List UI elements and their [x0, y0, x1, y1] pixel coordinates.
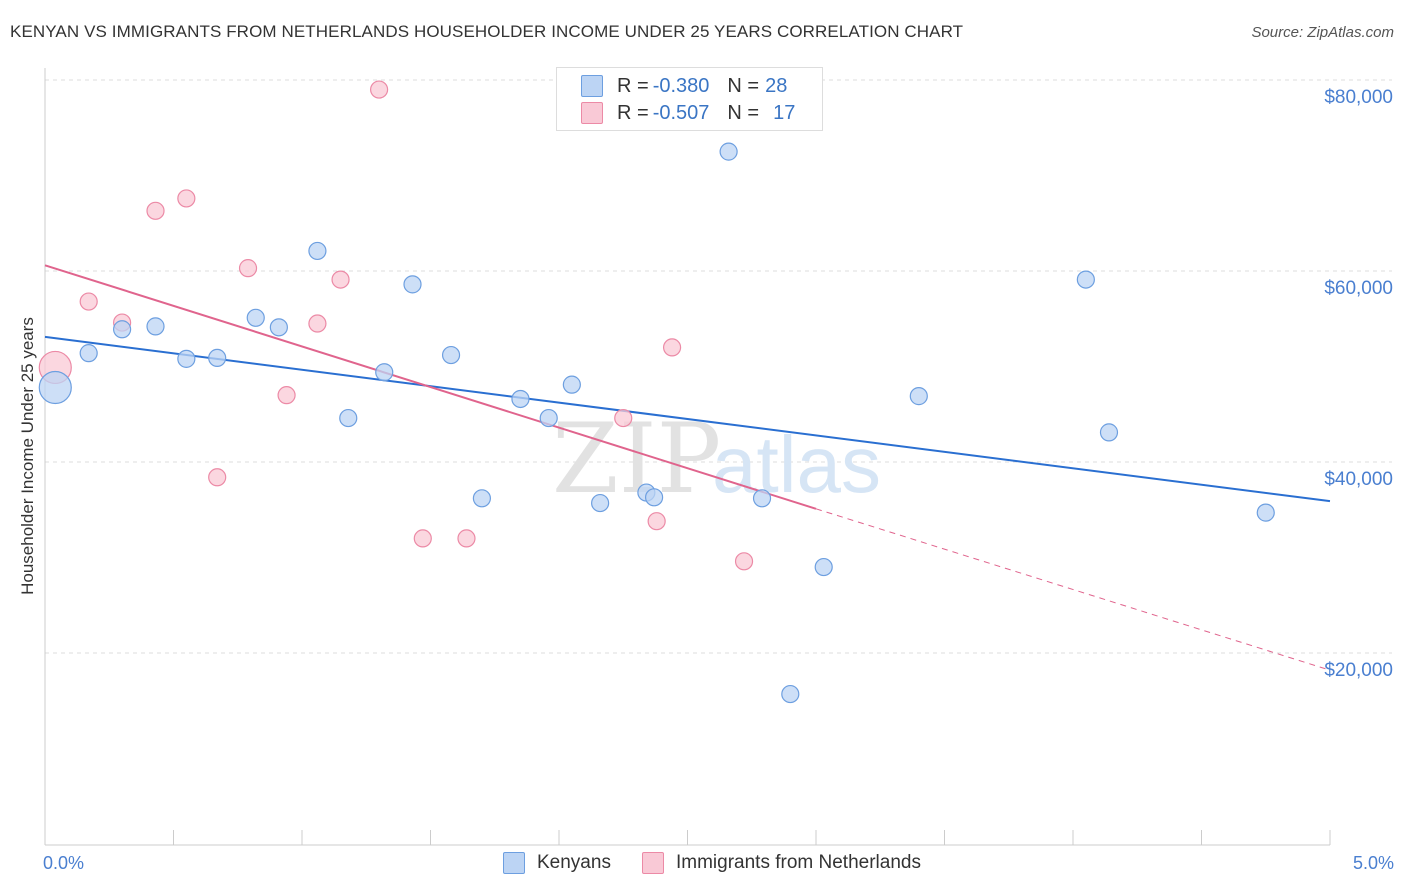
y-tick-label: $40,000 — [1324, 469, 1393, 490]
watermark: ZIP atlas — [552, 403, 881, 515]
point-kenyans — [403, 275, 422, 294]
point-kenyans — [781, 684, 800, 704]
legend-r-value: -0.380 — [652, 74, 710, 97]
y-axis-title: Householder Income Under 25 years — [18, 317, 37, 595]
bottom-legend-label-netherlands: Immigrants from Netherlands — [676, 852, 921, 873]
point-kenyans — [38, 370, 72, 405]
chart-title: KENYAN VS IMMIGRANTS FROM NETHERLANDS HO… — [10, 22, 964, 41]
point-kenyans — [814, 557, 833, 577]
point-netherlands — [370, 80, 389, 99]
point-kenyans — [644, 488, 664, 507]
trend-lines — [44, 264, 1331, 671]
legend-n-label: N = — [727, 74, 760, 97]
bottom-legend-swatch-netherlands — [642, 852, 664, 874]
bottom-legend-netherlands: Immigrants from Netherlands — [642, 852, 921, 874]
axis-labels: $20,000 $40,000 $60,000 $80,000 0.0% 5.0% Hous… — [18, 87, 1394, 873]
point-kenyans — [539, 408, 558, 428]
point-kenyans — [591, 493, 610, 513]
point-kenyans — [562, 375, 581, 394]
point-kenyans — [112, 320, 132, 339]
point-kenyans — [146, 317, 165, 336]
point-netherlands — [146, 201, 165, 220]
point-netherlands — [177, 189, 196, 208]
correlation-legend: R = -0.380 N = 28 R = -0.507 N = 17 — [556, 67, 823, 131]
legend-r-label: R = — [617, 101, 649, 124]
point-kenyans — [1076, 270, 1095, 289]
point-netherlands — [238, 259, 258, 278]
point-kenyans — [719, 142, 738, 161]
legend-r-label: R = — [617, 74, 649, 97]
point-kenyans — [752, 489, 772, 508]
point-netherlands — [208, 468, 227, 487]
legend-swatch-kenyans — [581, 75, 603, 97]
x-tick-label: 0.0% — [43, 853, 84, 873]
point-kenyans — [308, 241, 327, 261]
legend-n-label: N = — [727, 101, 760, 124]
point-kenyans — [246, 308, 265, 327]
point-netherlands — [734, 552, 754, 571]
point-netherlands — [277, 386, 296, 405]
point-kenyans — [472, 489, 491, 508]
point-netherlands — [614, 408, 633, 428]
point-netherlands — [662, 338, 682, 357]
point-kenyans — [375, 363, 394, 382]
legend-row-kenyans: R = -0.380 N = 28 — [557, 72, 787, 100]
point-netherlands — [79, 292, 98, 311]
legend-r-value: -0.507 — [652, 101, 710, 124]
data-points — [38, 80, 1275, 704]
legend-row-netherlands: R = -0.507 N = 17 — [557, 99, 795, 127]
point-kenyans — [269, 318, 288, 337]
point-kenyans — [511, 389, 530, 409]
point-kenyans — [339, 408, 358, 428]
gridlines — [45, 79, 1392, 654]
watermark-atlas: atlas — [712, 420, 881, 509]
trend-line-netherlands — [44, 264, 817, 510]
point-kenyans — [441, 345, 461, 365]
trend-line-netherlands-projection — [815, 508, 1331, 671]
trend-line-kenyans — [44, 335, 1331, 503]
legend-swatch-netherlands — [581, 102, 603, 124]
point-netherlands — [308, 314, 327, 333]
point-kenyans — [177, 349, 196, 368]
point-netherlands — [331, 270, 350, 289]
bottom-legend-swatch-kenyans — [503, 852, 525, 874]
x-tick-label: 5.0% — [1353, 853, 1394, 873]
point-kenyans — [79, 344, 98, 363]
legend-n-value: 28 — [765, 74, 788, 97]
y-tick-label: $60,000 — [1324, 278, 1393, 299]
watermark-zip: ZIP — [552, 403, 721, 515]
point-kenyans — [1256, 503, 1275, 522]
bottom-legend-kenyans: Kenyans — [503, 852, 611, 874]
point-netherlands — [457, 529, 476, 548]
y-tick-label: $80,000 — [1324, 87, 1393, 108]
axes — [44, 68, 1331, 846]
source-label: Source: ZipAtlas.com — [1251, 24, 1394, 41]
point-kenyans — [208, 348, 227, 368]
legend-n-value: 17 — [773, 101, 796, 124]
bottom-legend-label-kenyans: Kenyans — [537, 852, 611, 873]
point-kenyans — [1099, 423, 1119, 442]
point-netherlands — [413, 529, 432, 548]
y-tick-label: $20,000 — [1324, 660, 1393, 681]
point-kenyans — [909, 387, 928, 406]
point-netherlands — [647, 512, 666, 531]
